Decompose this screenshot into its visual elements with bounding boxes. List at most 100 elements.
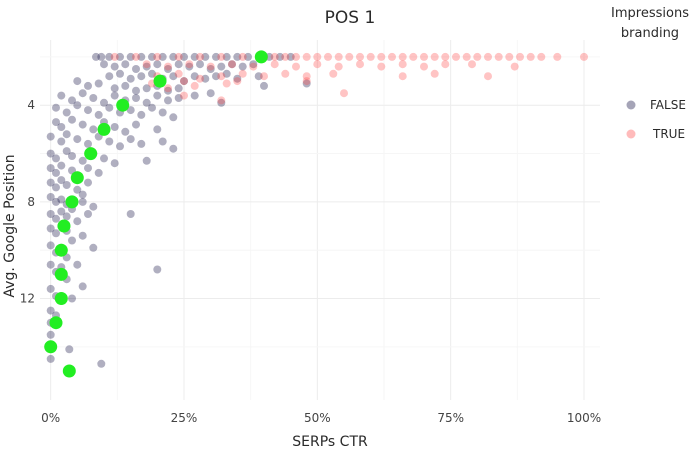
data-point [468,60,476,69]
average-point [54,292,68,305]
legend-label-false: FALSE [650,98,686,112]
data-point [238,52,247,61]
data-point [62,108,71,117]
data-point [126,74,135,83]
data-point [57,161,66,170]
data-point [302,79,311,88]
data-point [97,359,106,368]
data-point [126,52,135,61]
data-point [46,210,55,218]
data-point [201,52,210,61]
data-point [292,62,300,71]
data-point [46,149,55,158]
data-point [233,74,242,83]
data-point [201,74,210,83]
data-point [153,91,162,100]
data-point [505,52,514,61]
data-point [100,98,108,107]
data-point [46,224,55,233]
data-point [238,69,247,78]
data-point [78,120,87,129]
series-true [110,52,588,105]
data-point [206,65,215,73]
data-point [57,91,66,100]
data-point [126,135,135,144]
x-tick-label: 25% [171,411,198,425]
data-point [153,265,162,274]
grid [40,40,600,400]
data-point [142,84,151,93]
data-point [57,176,66,185]
data-point [169,72,178,81]
data-point [174,94,183,102]
x-tick-label: 50% [304,411,331,425]
data-point [526,52,535,61]
data-point [62,130,71,139]
y-axis-title: Avg. Google Position [2,154,18,297]
data-point [164,96,172,105]
data-point [324,52,332,61]
data-point [196,52,204,61]
data-point [57,207,66,216]
data-point [430,52,439,61]
data-point [148,52,156,61]
data-point [84,106,92,115]
data-point [153,60,162,69]
data-point [233,77,242,86]
data-point [57,195,66,204]
data-point [494,52,503,61]
data-point [73,260,82,269]
average-series [44,50,268,378]
data-point [174,84,183,93]
data-point [206,89,215,98]
x-tick-label: 0% [41,411,60,425]
data-point [233,52,242,61]
data-point [462,52,471,61]
data-point [126,210,135,218]
data-point [137,110,146,119]
data-point [366,52,375,61]
y-tick-labels: 4 8 12 [20,98,35,305]
data-point [52,168,60,177]
average-point [153,74,167,88]
data-point [484,52,492,61]
data-point [377,52,386,61]
average-point [62,364,76,378]
data-point [420,62,428,71]
data-point [164,84,172,93]
data-point [190,72,199,81]
data-point [254,72,263,81]
data-point [84,139,92,148]
data-point [73,101,82,110]
data-point [73,77,82,86]
data-point [68,152,76,160]
data-point [388,52,396,61]
x-tick-label: 75% [437,411,464,425]
data-point [238,62,247,71]
average-point [116,98,130,112]
data-point [46,178,55,187]
data-point [398,72,407,81]
data-point [260,72,268,81]
data-point [270,60,279,69]
data-point [52,229,60,238]
data-point [249,62,258,71]
x-tick-label: 100% [567,411,601,425]
data-point [190,91,199,100]
data-point [110,52,119,61]
data-point [46,132,55,141]
data-point [409,52,418,61]
data-point [116,142,124,151]
data-point [105,52,114,61]
data-point [329,69,338,78]
data-point [276,52,284,61]
data-point [180,52,188,61]
data-point [169,113,178,122]
data-point [57,137,66,146]
data-point [217,72,226,81]
data-point [217,62,226,71]
data-point [158,108,167,117]
data-point [334,52,343,61]
data-point [190,52,199,61]
